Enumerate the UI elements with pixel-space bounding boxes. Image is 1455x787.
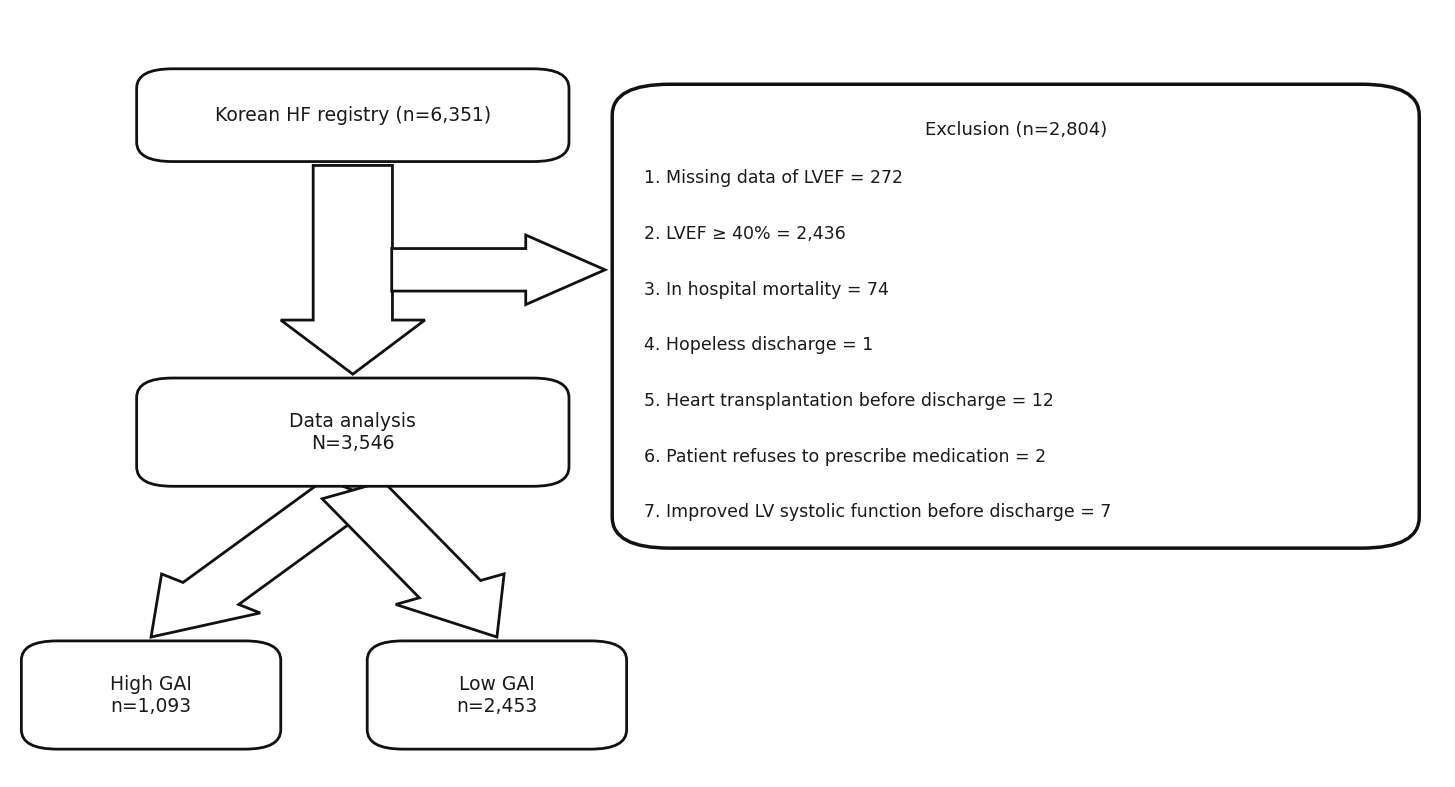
Text: 6. Patient refuses to prescribe medication = 2: 6. Patient refuses to prescribe medicati…	[645, 448, 1046, 466]
Text: 7. Improved LV systolic function before discharge = 7: 7. Improved LV systolic function before …	[645, 503, 1112, 521]
Text: Korean HF registry (n=6,351): Korean HF registry (n=6,351)	[215, 105, 490, 124]
Text: 5. Heart transplantation before discharge = 12: 5. Heart transplantation before discharg…	[645, 392, 1053, 410]
Text: 3. In hospital mortality = 74: 3. In hospital mortality = 74	[645, 281, 889, 298]
Text: 2. LVEF ≥ 40% = 2,436: 2. LVEF ≥ 40% = 2,436	[645, 225, 845, 243]
Text: High GAI
n=1,093: High GAI n=1,093	[111, 674, 192, 715]
FancyBboxPatch shape	[137, 378, 569, 486]
Text: Data analysis
N=3,546: Data analysis N=3,546	[290, 412, 416, 453]
Text: 4. Hopeless discharge = 1: 4. Hopeless discharge = 1	[645, 336, 873, 354]
FancyBboxPatch shape	[22, 641, 281, 749]
Text: 1. Missing data of LVEF = 272: 1. Missing data of LVEF = 272	[645, 169, 904, 187]
FancyBboxPatch shape	[367, 641, 627, 749]
Text: Low GAI
n=2,453: Low GAI n=2,453	[457, 674, 537, 715]
Polygon shape	[281, 165, 425, 374]
FancyBboxPatch shape	[613, 84, 1419, 548]
Polygon shape	[151, 479, 381, 637]
Polygon shape	[322, 482, 503, 637]
Text: Exclusion (n=2,804): Exclusion (n=2,804)	[924, 121, 1107, 139]
FancyBboxPatch shape	[137, 68, 569, 161]
Polygon shape	[391, 235, 605, 305]
